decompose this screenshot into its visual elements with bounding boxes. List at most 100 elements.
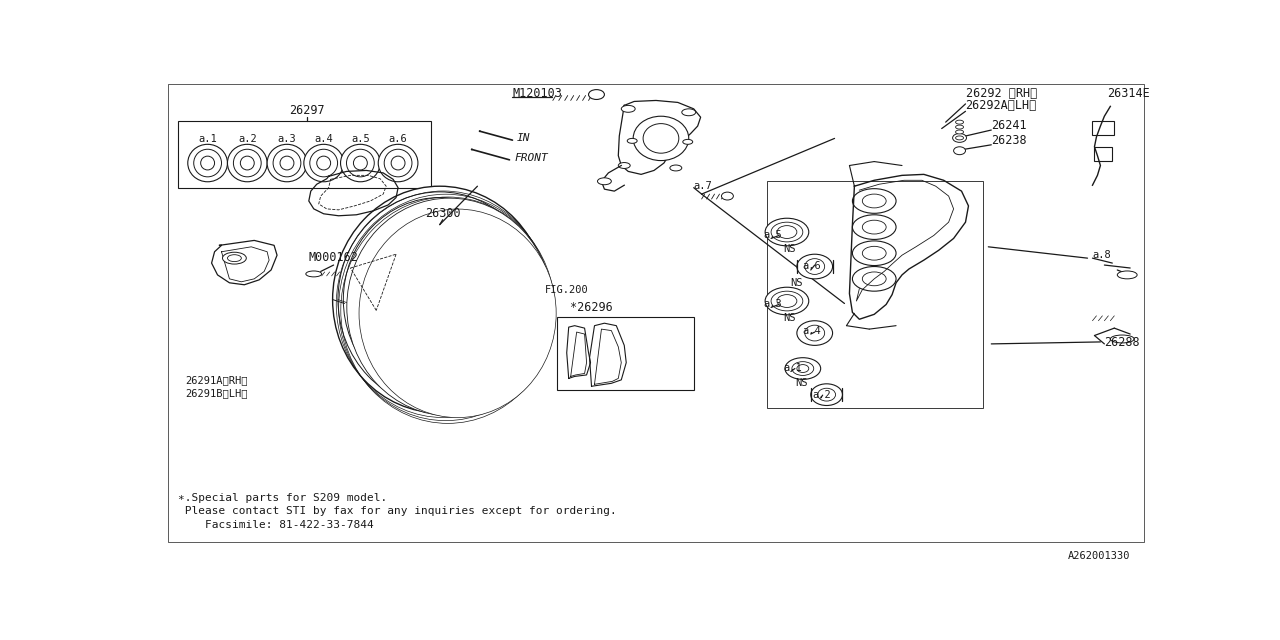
Ellipse shape xyxy=(310,149,338,177)
Text: 26291B〈LH〉: 26291B〈LH〉 xyxy=(184,388,247,398)
Ellipse shape xyxy=(765,218,809,246)
Ellipse shape xyxy=(394,252,485,347)
Ellipse shape xyxy=(379,269,399,287)
Circle shape xyxy=(618,163,630,168)
Text: a.7: a.7 xyxy=(694,181,713,191)
Ellipse shape xyxy=(852,189,896,213)
Text: 26297: 26297 xyxy=(289,104,325,117)
Text: 26288: 26288 xyxy=(1105,336,1140,349)
Text: M000162: M000162 xyxy=(308,251,358,264)
Ellipse shape xyxy=(233,149,261,177)
Ellipse shape xyxy=(358,209,557,418)
Text: a.5: a.5 xyxy=(351,134,370,144)
Text: a.4: a.4 xyxy=(315,134,333,144)
Ellipse shape xyxy=(347,149,374,177)
Text: a.8: a.8 xyxy=(1093,250,1111,260)
Ellipse shape xyxy=(863,220,886,234)
Text: 26300: 26300 xyxy=(425,207,461,220)
Bar xyxy=(1094,147,1112,161)
Ellipse shape xyxy=(201,156,215,170)
Ellipse shape xyxy=(338,192,541,407)
Ellipse shape xyxy=(852,266,896,291)
Ellipse shape xyxy=(228,144,268,182)
Text: FRONT: FRONT xyxy=(515,152,548,163)
Ellipse shape xyxy=(461,348,481,365)
Ellipse shape xyxy=(343,198,536,401)
Ellipse shape xyxy=(852,241,896,266)
Ellipse shape xyxy=(634,116,689,161)
Text: a.3: a.3 xyxy=(763,300,782,309)
Text: *26296: *26296 xyxy=(570,301,612,314)
Ellipse shape xyxy=(771,291,803,311)
Ellipse shape xyxy=(797,321,832,346)
Circle shape xyxy=(956,130,964,134)
Ellipse shape xyxy=(392,156,404,170)
Text: FIG.200: FIG.200 xyxy=(545,285,589,294)
Ellipse shape xyxy=(384,149,412,177)
Text: a.3: a.3 xyxy=(278,134,297,144)
Circle shape xyxy=(956,120,964,124)
Ellipse shape xyxy=(316,156,330,170)
Circle shape xyxy=(621,106,635,112)
Text: 26241: 26241 xyxy=(991,119,1027,132)
Ellipse shape xyxy=(771,222,803,242)
Text: a.1: a.1 xyxy=(198,134,218,144)
Ellipse shape xyxy=(722,192,733,200)
Circle shape xyxy=(228,255,242,262)
Ellipse shape xyxy=(952,134,966,142)
Text: NS: NS xyxy=(783,244,795,254)
Ellipse shape xyxy=(241,156,255,170)
Ellipse shape xyxy=(333,186,547,413)
Text: a.1: a.1 xyxy=(783,364,801,374)
Ellipse shape xyxy=(193,149,221,177)
Ellipse shape xyxy=(818,388,836,401)
Text: A262001330: A262001330 xyxy=(1068,551,1130,561)
Ellipse shape xyxy=(797,365,809,372)
Ellipse shape xyxy=(407,266,472,333)
Bar xyxy=(178,121,431,188)
Text: ∗.Special parts for S209 model.: ∗.Special parts for S209 model. xyxy=(178,493,387,503)
Ellipse shape xyxy=(805,325,824,341)
Bar xyxy=(1093,121,1115,135)
Circle shape xyxy=(956,125,964,129)
Ellipse shape xyxy=(1117,271,1137,279)
Text: Facsimile: 81-422-33-7844: Facsimile: 81-422-33-7844 xyxy=(205,520,374,530)
Ellipse shape xyxy=(340,144,380,182)
Ellipse shape xyxy=(863,246,886,260)
Circle shape xyxy=(627,138,637,143)
Ellipse shape xyxy=(303,144,343,182)
Text: 26238: 26238 xyxy=(991,134,1027,147)
Circle shape xyxy=(682,140,692,144)
Circle shape xyxy=(598,178,612,185)
Bar xyxy=(767,181,983,408)
Ellipse shape xyxy=(268,144,307,182)
Text: NS: NS xyxy=(790,278,803,288)
Ellipse shape xyxy=(863,194,886,208)
Circle shape xyxy=(223,252,246,264)
Ellipse shape xyxy=(398,348,419,365)
Ellipse shape xyxy=(480,269,500,287)
Ellipse shape xyxy=(765,287,809,315)
Ellipse shape xyxy=(1110,335,1134,343)
Ellipse shape xyxy=(280,156,294,170)
Ellipse shape xyxy=(643,124,678,153)
Bar xyxy=(557,317,694,390)
Text: a.2: a.2 xyxy=(813,390,832,400)
Text: a.6: a.6 xyxy=(803,262,822,271)
Text: M120103: M120103 xyxy=(512,88,562,100)
Text: a.6: a.6 xyxy=(389,134,407,144)
Text: a.4: a.4 xyxy=(803,326,822,336)
Ellipse shape xyxy=(863,272,886,285)
Ellipse shape xyxy=(273,149,301,177)
Text: a.5: a.5 xyxy=(763,230,782,241)
Ellipse shape xyxy=(777,226,797,239)
Ellipse shape xyxy=(954,147,965,155)
Ellipse shape xyxy=(805,259,824,275)
Circle shape xyxy=(956,136,964,140)
Text: IN: IN xyxy=(517,133,531,143)
Ellipse shape xyxy=(797,254,832,279)
Text: a.2: a.2 xyxy=(238,134,257,144)
Ellipse shape xyxy=(589,90,604,99)
Circle shape xyxy=(669,165,682,171)
Text: 26291A〈RH〉: 26291A〈RH〉 xyxy=(184,375,247,385)
